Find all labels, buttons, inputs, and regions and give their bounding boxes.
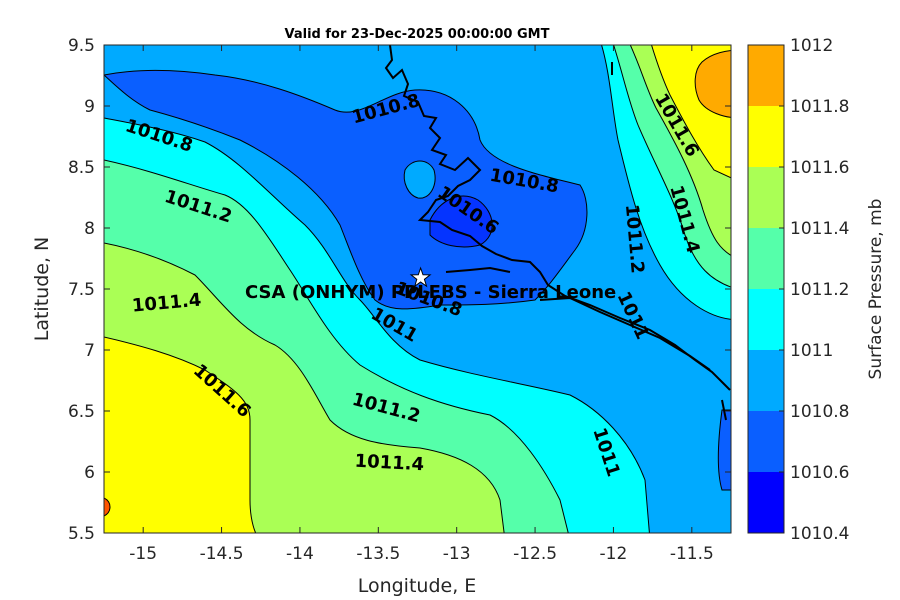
y-tick-label: 7.5: [68, 280, 95, 300]
colorbar-tick-label: 1010.8: [790, 402, 849, 422]
colorbar-tick-label: 1011.2: [790, 280, 849, 300]
colorbar-tick-label: 1011.8: [790, 97, 849, 117]
colorbar-swatch: [748, 289, 784, 350]
contour-label: 1011.4: [354, 451, 424, 476]
x-tick-label: -12.5: [513, 544, 557, 564]
colorbar-swatch: [748, 228, 784, 289]
x-tick-label: -14: [286, 544, 314, 564]
station-label: CSA (ONHYM) PPLEBS - Sierra Leone: [245, 282, 616, 303]
colorbar-label: Surface Pressure, mb: [866, 199, 886, 380]
colorbar: [747, 44, 785, 534]
plot-area: [104, 45, 731, 533]
coastline-islands: [445, 62, 727, 421]
chart-title: Valid for 23-Dec-2025 00:00:00 GMT: [285, 27, 550, 42]
y-tick-label: 9.5: [68, 36, 95, 56]
x-tick-label: -11.5: [670, 544, 714, 564]
station-marker-group: CSA (ONHYM) PPLEBS - Sierra Leone: [245, 266, 616, 303]
colorbar-tick-label: 1011.6: [790, 158, 849, 178]
x-axis-label: Longitude, E: [358, 575, 477, 597]
x-tick-label: -15: [129, 544, 157, 564]
band-1011-6: [104, 336, 257, 533]
x-tick-label: -13: [443, 544, 471, 564]
band-1010-6-bump: [403, 160, 436, 199]
station-star-icon: [409, 266, 432, 288]
band-1011-8-north: [694, 50, 731, 118]
band-1010-6-se: [717, 409, 731, 491]
x-tick-label: -12: [600, 544, 628, 564]
colorbar-ticks: 1010.4 1010.6 1010.8 1011 1011.2 1011.4 1011.6…: [779, 36, 849, 544]
colorbar-tick-label: 1010.6: [790, 463, 849, 483]
y-tick-label: 8.5: [68, 158, 95, 178]
x-tick-label: -14.5: [200, 544, 244, 564]
colorbar-tick-label: 1011.4: [790, 219, 849, 239]
colorbar-tick-label: 1011: [790, 341, 833, 361]
colorbar-swatch: [748, 45, 784, 106]
x-tick-label: -13.5: [356, 544, 400, 564]
band-1010-4-core: [429, 195, 493, 248]
y-tick-label: 9: [84, 97, 95, 117]
y-axis-label: Latitude, N: [31, 237, 53, 342]
colorbar-tick-label: 1010.4: [790, 524, 849, 544]
colorbar-swatch: [748, 167, 784, 228]
y-tick-label: 6.5: [68, 402, 95, 422]
y-tick-label: 8: [84, 219, 95, 239]
y-tick-label: 7: [84, 341, 95, 361]
y-axis-ticks: 5.5 6 6.5 7 7.5 8 8.5 9 9.5: [68, 36, 731, 544]
colorbar-tick-label: 1012: [790, 36, 833, 56]
band-1010-6-main: [104, 69, 588, 310]
y-tick-label: 6: [84, 463, 95, 483]
colorbar-swatch: [748, 350, 784, 411]
x-axis-ticks: -15 -14.5 -14 -13.5 -13 -12.5 -12 -11.5: [129, 45, 714, 564]
colorbar-swatch: [748, 472, 784, 533]
colorbar-swatch: [748, 106, 784, 167]
y-tick-label: 5.5: [68, 524, 95, 544]
coastline: [384, 45, 731, 391]
colorbar-swatch: [748, 411, 784, 472]
